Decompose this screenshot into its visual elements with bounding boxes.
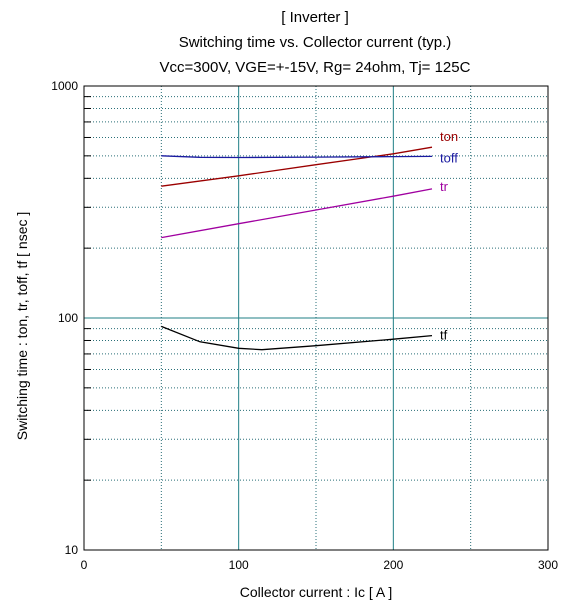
y-tick-label: 100 [58, 311, 78, 325]
series-label-tr: tr [440, 179, 449, 194]
series-line-ton [161, 146, 433, 187]
series-layer [161, 146, 433, 351]
chart-title-line-2: Switching time vs. Collector current (ty… [179, 34, 452, 51]
y-tick-label: 10 [65, 543, 79, 557]
chart-title-line-1: [ Inverter ] [281, 9, 349, 26]
series-label-ton: ton [440, 129, 458, 144]
series-labels: ton toff tr tf [440, 129, 458, 342]
chart-title-line-3: Vcc=300V, VGE=+-15V, Rg= 24ohm, Tj= 125C [160, 59, 471, 76]
series-line-tr [161, 188, 433, 239]
x-tick-label: 200 [383, 558, 403, 572]
tick-labels: 0 100 200 300 10 100 1000 [51, 79, 558, 572]
y-tick-label: 1000 [51, 79, 78, 93]
series-line-tf [161, 325, 433, 351]
plot-frame [83, 85, 549, 551]
x-axis-label: Collector current : Ic [ A ] [240, 584, 393, 600]
x-tick-label: 300 [538, 558, 558, 572]
x-tick-label: 0 [81, 558, 88, 572]
series-label-toff: toff [440, 150, 458, 165]
series-label-tf: tf [440, 328, 448, 343]
grid [84, 86, 548, 550]
y-axis-label: Switching time : ton, tr, toff, tf [ nse… [14, 212, 30, 441]
series-line-toff [161, 155, 433, 159]
x-tick-label: 100 [229, 558, 249, 572]
